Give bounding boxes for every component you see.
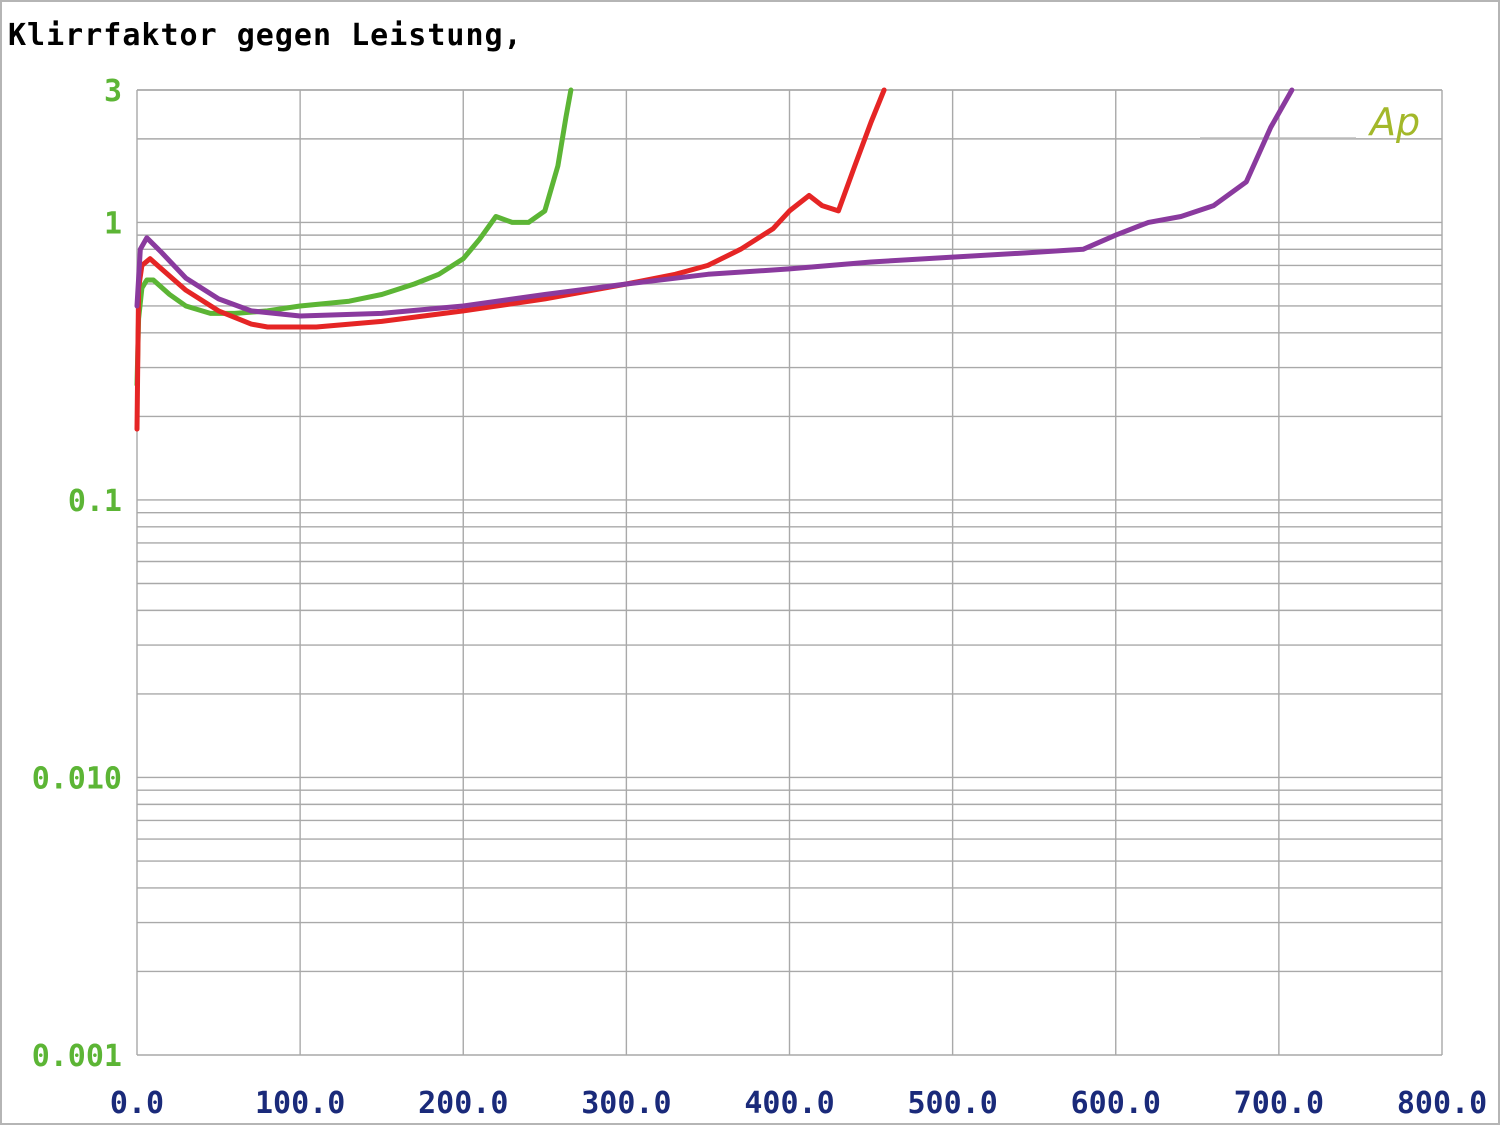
series-line-2 [134, 87, 887, 432]
x-tick-label: 700.0 [1234, 1086, 1324, 1121]
y-tick-label: 0.001 [32, 1039, 122, 1074]
y-tick-label: 0.010 [32, 761, 122, 796]
x-tick-label: 300.0 [581, 1086, 671, 1121]
ap-annotation: Ap [1367, 100, 1420, 144]
y-tick-label: 3 [104, 74, 122, 109]
x-tick-label: 0.0 [110, 1086, 164, 1121]
chart-title: Klirrfaktor gegen Leistung, [8, 18, 523, 53]
x-tick-label: 800.0 [1397, 1086, 1487, 1121]
x-tick-label: 100.0 [255, 1086, 345, 1121]
y-tick-label: 0.1 [68, 484, 122, 519]
x-tick-label: 500.0 [907, 1086, 997, 1121]
x-tick-label: 600.0 [1071, 1086, 1161, 1121]
series-line-3 [134, 87, 1295, 319]
x-tick-label: 400.0 [744, 1086, 834, 1121]
x-tick-label: 200.0 [418, 1086, 508, 1121]
series-line-1 [134, 87, 574, 388]
y-tick-label: 1 [104, 206, 122, 241]
